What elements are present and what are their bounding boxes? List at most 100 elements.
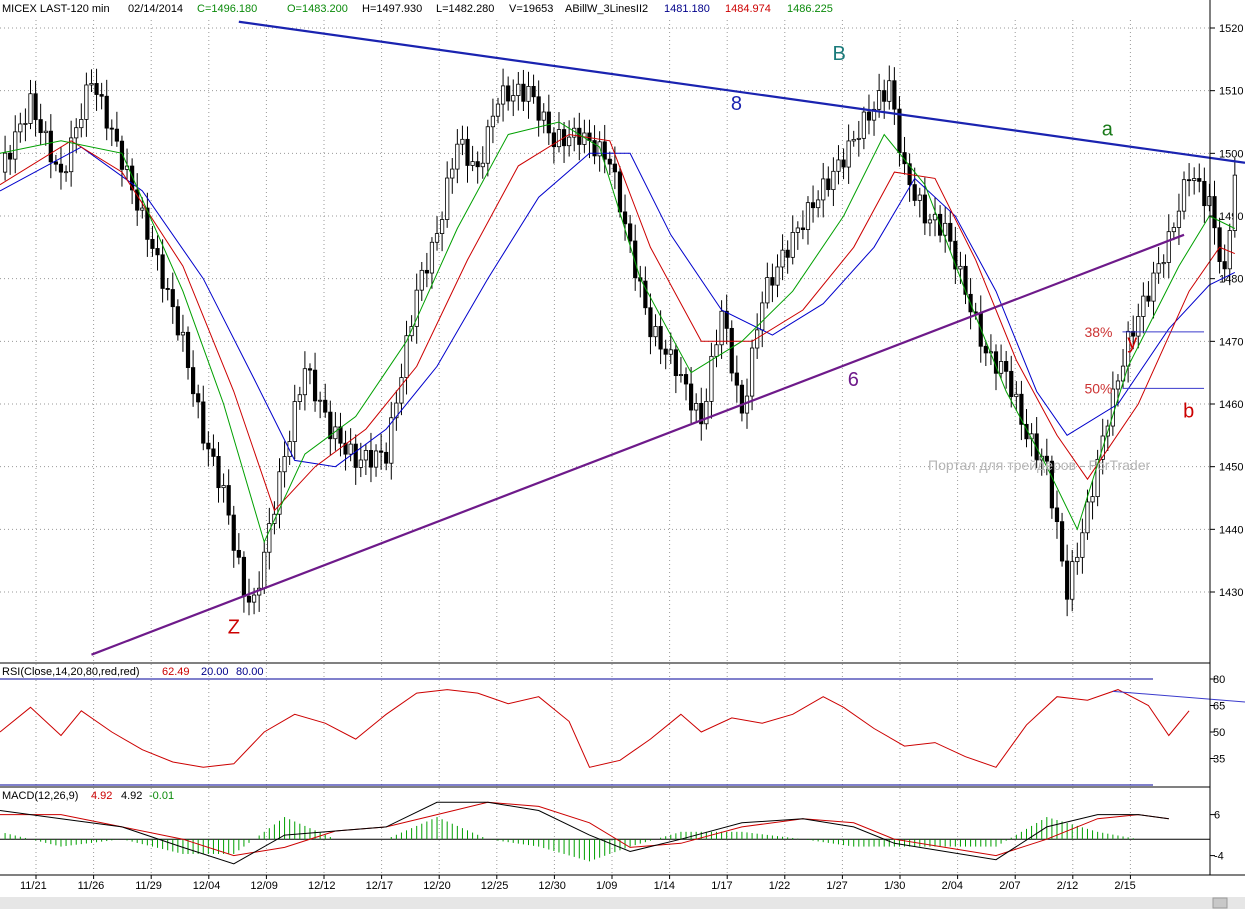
- scrollbar-thumb[interactable]: [1212, 897, 1228, 909]
- candle: [749, 339, 755, 411]
- rsi-trendline[interactable]: [1112, 690, 1245, 703]
- candle: [775, 254, 780, 298]
- candle: [358, 442, 363, 478]
- candle: [353, 434, 358, 485]
- candle: [379, 433, 384, 470]
- candle: [521, 69, 526, 112]
- candle: [871, 101, 877, 136]
- candle: [231, 505, 236, 568]
- date-tick-label: 12/30: [538, 880, 566, 892]
- candle: [500, 68, 506, 122]
- candle: [84, 72, 89, 137]
- candle: [567, 120, 572, 157]
- fib-level-label: 38%: [1084, 324, 1112, 340]
- chart-header: MICEX LAST-120 min 02/14/2014 C=1496.180…: [2, 3, 833, 15]
- candle: [1080, 518, 1085, 574]
- candle: [155, 235, 160, 271]
- candle: [424, 252, 429, 288]
- wave-label: y: [1127, 331, 1137, 353]
- candle: [43, 121, 48, 146]
- candle: [109, 119, 114, 147]
- candle: [1136, 303, 1141, 349]
- header-indicator: ABillW_3LinesII2: [565, 3, 648, 15]
- candle: [150, 225, 155, 257]
- candle: [394, 390, 399, 431]
- price-tick-label: 1470: [1219, 336, 1243, 348]
- candle: [963, 254, 968, 305]
- macd-value2: 4.92: [121, 790, 142, 802]
- date-tick-label: 12/12: [308, 880, 336, 892]
- trendline-8[interactable]: [238, 20, 1245, 164]
- candle: [607, 151, 612, 175]
- candle: [13, 115, 18, 174]
- candle: [2, 135, 8, 181]
- price-tick-label: 1450: [1219, 462, 1243, 474]
- candle: [434, 216, 440, 251]
- candle: [262, 541, 267, 594]
- rsi-axis: 80 65 50 35: [1210, 674, 1225, 766]
- candle: [816, 190, 821, 218]
- candle: [201, 385, 206, 451]
- candle: [104, 79, 109, 141]
- candle: [683, 367, 689, 401]
- trendline-6[interactable]: [91, 233, 1185, 656]
- candle: [170, 272, 175, 324]
- candle: [739, 379, 745, 422]
- candle: [592, 125, 597, 165]
- candle: [841, 148, 846, 180]
- candle: [1009, 355, 1014, 408]
- candle: [917, 187, 922, 218]
- candle: [1146, 281, 1151, 307]
- candle: [429, 237, 435, 289]
- candle: [465, 126, 470, 183]
- candle: [709, 342, 714, 419]
- candle: [1202, 167, 1207, 223]
- candle: [1197, 163, 1202, 193]
- candle: [191, 350, 196, 407]
- candle: [287, 430, 292, 465]
- rsi-value: 62.49: [162, 666, 190, 678]
- blue-line: [0, 146, 1236, 468]
- horizontal-scrollbar[interactable]: [0, 897, 1245, 909]
- date-axis: 11/21 11/26 11/29 12/04 12/09 12/12 12/17 12/20…: [20, 875, 1136, 892]
- date-tick-label: 12/25: [481, 880, 509, 892]
- candle: [282, 441, 287, 488]
- price-axis: 1430 1440 1450 1460 1470 1480 1490 1500 1510 1520: [1210, 23, 1243, 599]
- candle: [1232, 157, 1237, 238]
- candle: [338, 412, 343, 457]
- header-line1: 1481.180: [664, 3, 710, 15]
- candle: [140, 197, 145, 219]
- candle: [943, 207, 948, 253]
- candle: [1187, 163, 1192, 197]
- candle: [455, 129, 460, 184]
- candle: [8, 144, 13, 175]
- candle: [99, 82, 104, 110]
- candle: [236, 533, 241, 565]
- candle: [648, 293, 653, 355]
- fibonacci-levels: 38% 50%: [1084, 324, 1205, 396]
- date-tick-label: 1/09: [596, 880, 617, 892]
- candle: [297, 386, 302, 410]
- candle: [770, 263, 775, 303]
- header-line3: 1486.225: [787, 3, 833, 15]
- candle: [399, 363, 404, 416]
- candle: [1166, 214, 1171, 279]
- date-tick-label: 2/07: [999, 880, 1020, 892]
- candle: [892, 67, 897, 125]
- candle: [927, 213, 933, 237]
- candle: [704, 388, 709, 430]
- candle: [724, 294, 729, 345]
- candle: [998, 344, 1004, 380]
- candle: [196, 384, 201, 419]
- candle: [414, 273, 419, 344]
- candle: [734, 355, 739, 403]
- candle: [69, 120, 74, 187]
- candle: [1075, 542, 1080, 575]
- candle: [302, 351, 307, 411]
- header-volume: V=19653: [509, 3, 553, 15]
- date-tick-label: 1/30: [884, 880, 905, 892]
- candle: [1019, 380, 1024, 441]
- candle: [307, 363, 313, 385]
- macd-signal-line: [0, 801, 1169, 857]
- candle: [511, 79, 516, 117]
